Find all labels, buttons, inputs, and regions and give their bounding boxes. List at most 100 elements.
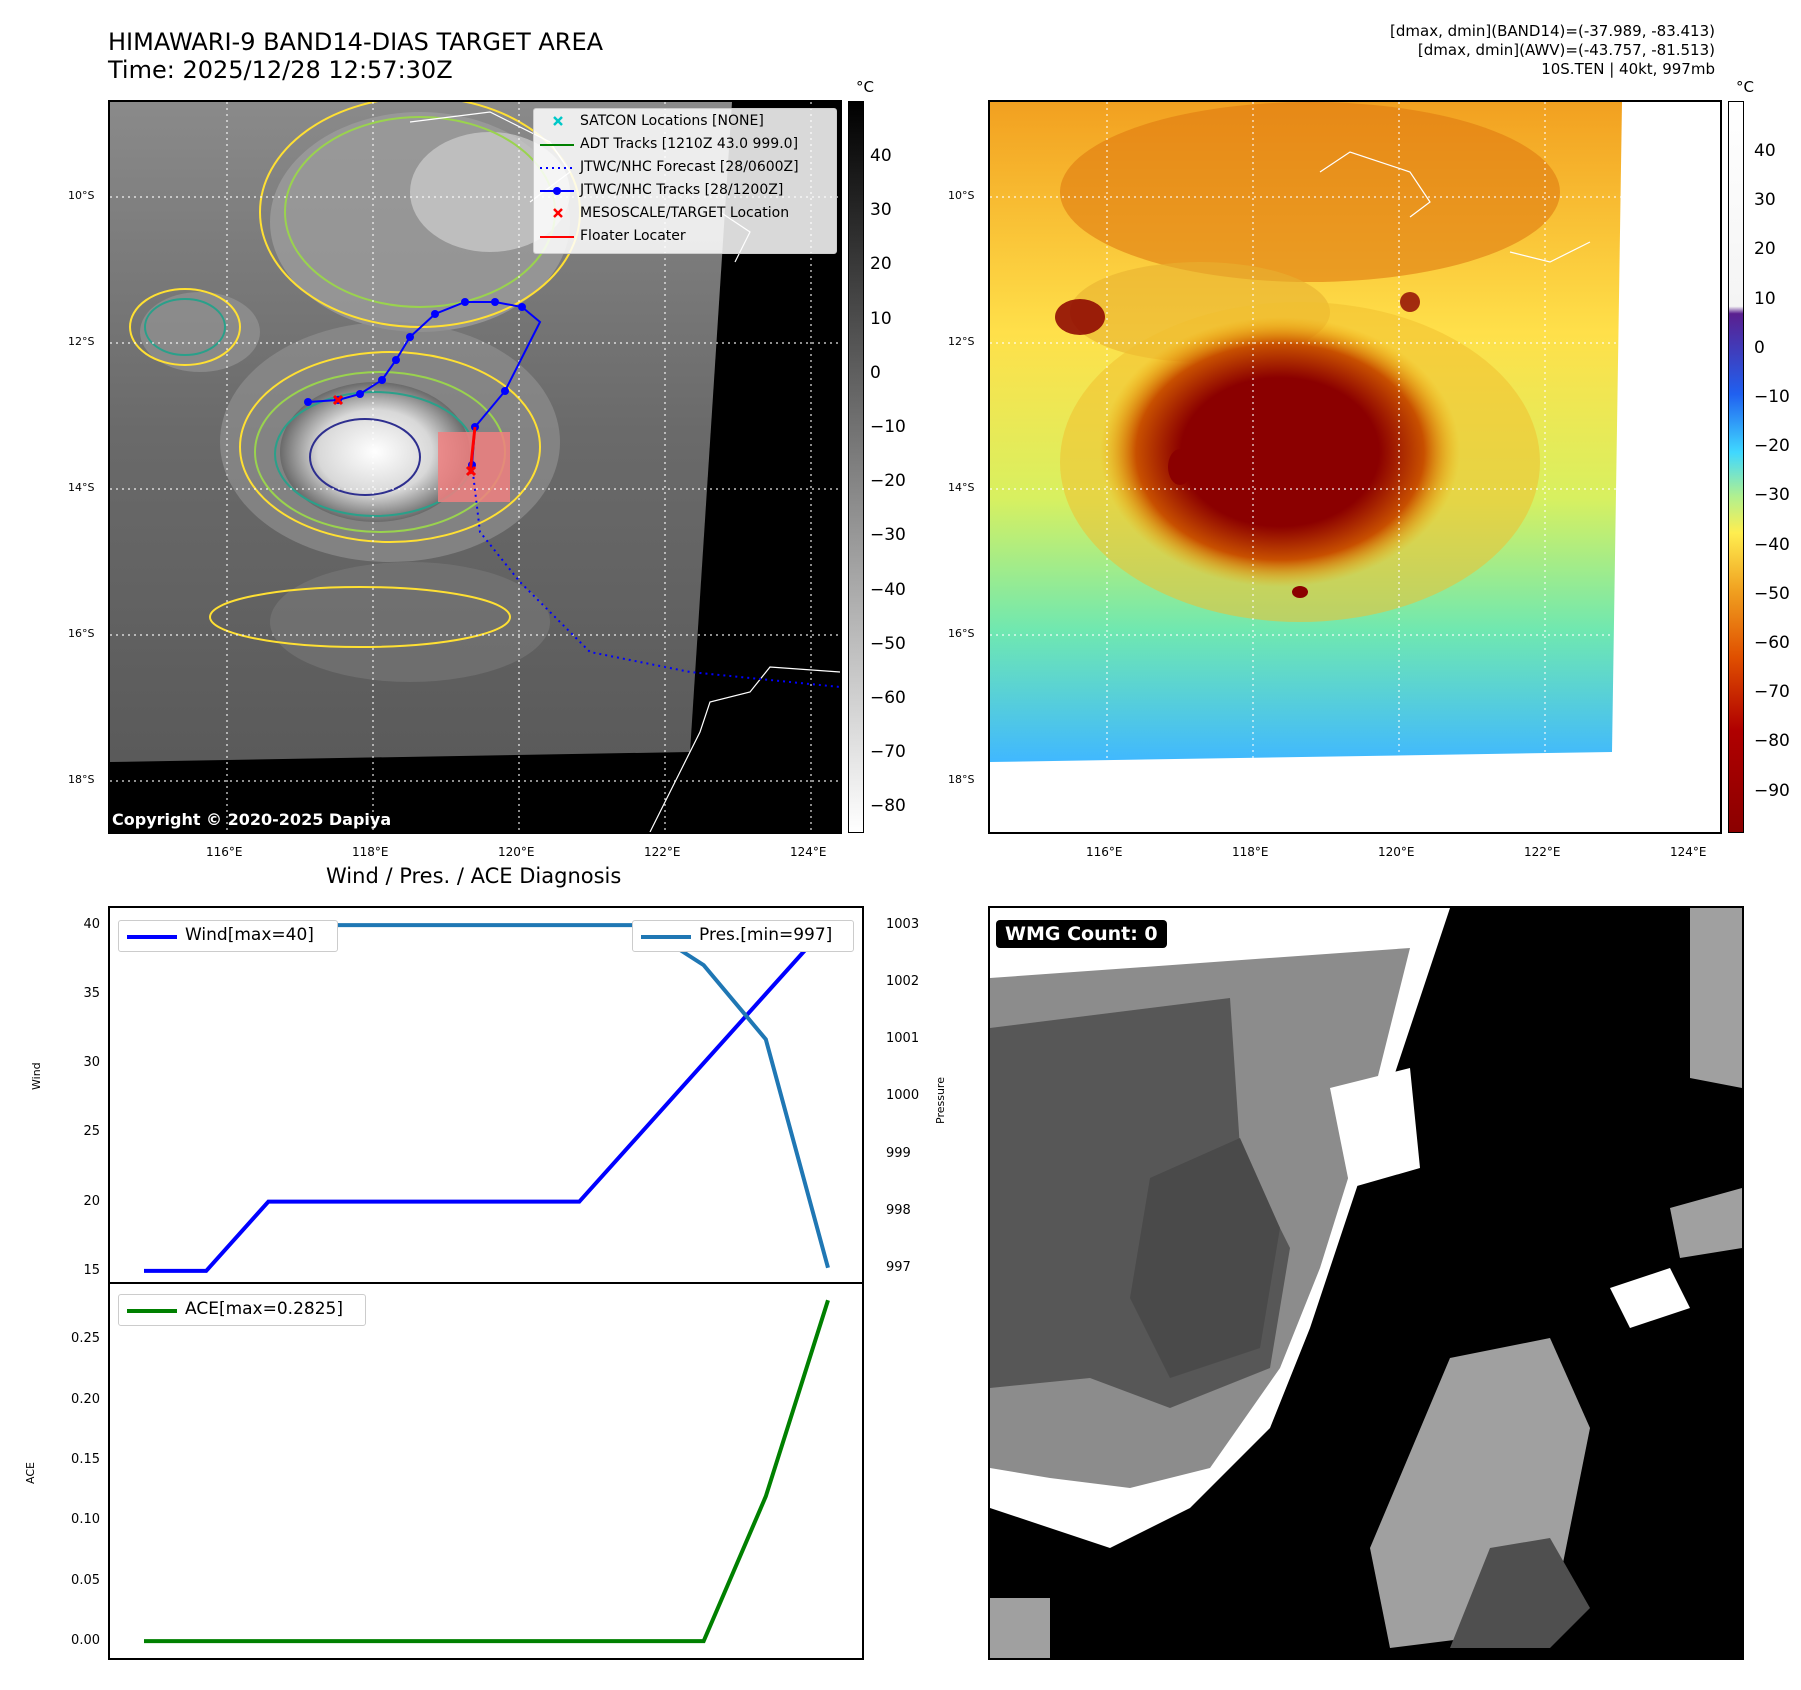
ace-series-line: [144, 1299, 830, 1644]
lat-label: 10°S: [68, 189, 95, 202]
wind-tick: 40: [83, 916, 100, 932]
awv-colorbar-tick: 30: [1754, 190, 1776, 211]
pressure-series-line: [144, 923, 830, 1269]
lat-label: 14°S: [948, 481, 975, 494]
wmg-panel: WMG Count: 0: [988, 906, 1744, 1660]
pressure-tick: 998: [886, 1202, 911, 1218]
ace-panel: ACE[max=0.2825]: [108, 1282, 864, 1660]
legend-label: SATCON Locations [NONE]: [580, 113, 764, 129]
legend-item-adt: ADT Tracks [1210Z 43.0 999.0]: [534, 134, 834, 156]
band14-colorbar-tick: −40: [870, 579, 906, 600]
pressure-tick: 1002: [886, 974, 920, 990]
band14-colorbar-tick: −20: [870, 471, 906, 492]
lat-label: 16°S: [948, 627, 975, 640]
wind-tick: 35: [83, 985, 100, 1001]
band14-colorbar-tick: −70: [870, 742, 906, 763]
wind-tick: 25: [83, 1124, 100, 1140]
band14-colorbar-tick: −80: [870, 796, 906, 817]
legend-item-forecast: JTWC/NHC Forecast [28/0600Z]: [534, 157, 834, 179]
figure-info: [dmax, dmin](BAND14)=(-37.989, -83.413) …: [1390, 22, 1715, 79]
band14-colorbar-tick: 40: [870, 146, 892, 166]
pressure-legend-label: Pres.[min=997]: [699, 925, 833, 945]
ace-tick: 0.20: [71, 1391, 100, 1407]
wind-pressure-chart: [144, 923, 830, 1273]
info-line-1: [dmax, dmin](BAND14)=(-37.989, -83.413): [1390, 22, 1715, 40]
band14-colorbar-tick: 10: [870, 308, 892, 329]
title-line-1: HIMAWARI-9 BAND14-DIAS TARGET AREA: [108, 28, 604, 56]
legend-label: JTWC/NHC Forecast [28/0600Z]: [580, 159, 799, 175]
awv-colorbar-tick: −70: [1754, 682, 1790, 703]
lon-label: 120°E: [1378, 845, 1415, 859]
lon-label: 118°E: [1232, 845, 1269, 859]
awv-colorbar-tick: −20: [1754, 436, 1790, 457]
diagnosis-title: Wind / Pres. / ACE Diagnosis: [326, 864, 622, 888]
wind-tick: 20: [83, 1193, 100, 1209]
awv-map: [990, 102, 1720, 832]
wmg-count-label: WMG Count: 0: [996, 920, 1167, 948]
band14-colorbar-tick: −10: [870, 417, 906, 437]
ace-legend-label: ACE[max=0.2825]: [185, 1299, 343, 1319]
legend-item-satcon: SATCON Locations [NONE]: [534, 111, 834, 133]
ace-tick: 0.10: [71, 1512, 100, 1528]
figure-title: HIMAWARI-9 BAND14-DIAS TARGET AREA Time:…: [108, 28, 603, 84]
wmg-image: [990, 908, 1742, 1658]
legend-label: MESOSCALE/TARGET Location: [580, 205, 790, 221]
ace-axis-label: ACE: [24, 1462, 37, 1484]
awv-colorbar-unit: °C: [1736, 78, 1754, 96]
wind-tick: 15: [83, 1262, 100, 1278]
band14-colorbar-tick: 30: [870, 200, 892, 221]
band14-colorbar-tick: 20: [870, 254, 892, 275]
pressure-tick: 1001: [886, 1031, 920, 1047]
band14-colorbar-unit: °C: [856, 78, 874, 96]
pressure-axis-label: Pressure: [934, 1077, 947, 1124]
lat-label: 18°S: [948, 773, 975, 786]
legend-item-tracks: JTWC/NHC Tracks [28/1200Z]: [534, 180, 834, 202]
band14-colorbar-tick: −50: [870, 633, 906, 654]
lon-label: 124°E: [790, 845, 827, 859]
wind-pressure-panel: Wind[max=40] Pres.[min=997]: [108, 906, 864, 1284]
ace-legend: ACE[max=0.2825]: [118, 1294, 366, 1326]
lon-label: 122°E: [644, 845, 681, 859]
pressure-tick: 997: [886, 1259, 911, 1275]
awv-colorbar-tick: 10: [1754, 288, 1776, 309]
lat-label: 12°S: [68, 335, 95, 348]
band14-colorbar: [848, 101, 864, 833]
awv-colorbar-tick: −50: [1754, 583, 1790, 604]
awv-colorbar-tick: 40: [1754, 141, 1776, 161]
mesoscale-marker: [332, 394, 477, 477]
awv-map-panel: [988, 100, 1722, 834]
ace-tick: 0.15: [71, 1452, 100, 1468]
lon-label: 116°E: [1086, 845, 1123, 859]
lat-label: 18°S: [68, 773, 95, 786]
legend-label: Floater Locater: [580, 228, 686, 244]
lat-label: 16°S: [68, 627, 95, 640]
band14-colorbar-tick: −60: [870, 688, 906, 708]
pressure-tick: 1003: [886, 917, 920, 933]
awv-colorbar-tick: −60: [1754, 633, 1790, 653]
lat-label: 12°S: [948, 335, 975, 348]
awv-colorbar-tick: 20: [1754, 239, 1776, 260]
pressure-tick: 1000: [886, 1088, 920, 1104]
wind-legend-label: Wind[max=40]: [185, 925, 314, 945]
lon-label: 118°E: [352, 845, 389, 859]
wind-tick: 30: [83, 1055, 100, 1071]
awv-colorbar-tick: −90: [1754, 780, 1790, 801]
lon-label: 122°E: [1524, 845, 1561, 859]
awv-colorbar-tick: −10: [1754, 387, 1790, 407]
lon-label: 120°E: [498, 845, 535, 859]
floater-locater-line: [468, 426, 477, 475]
info-line-3: 10S.TEN | 40kt, 997mb: [1541, 60, 1715, 78]
legend-item-mesoscale: MESOSCALE/TARGET Location: [534, 203, 834, 225]
jtwc-forecast-line: [471, 464, 840, 688]
lon-label: 124°E: [1670, 845, 1707, 859]
awv-colorbar-tick: −40: [1754, 534, 1790, 555]
wind-series-line: [144, 923, 830, 1273]
lon-label: 116°E: [206, 845, 243, 859]
lat-label: 14°S: [68, 481, 95, 494]
legend-label: ADT Tracks [1210Z 43.0 999.0]: [580, 136, 799, 152]
ace-chart: [144, 1299, 830, 1644]
ace-tick: 0.05: [71, 1572, 100, 1588]
band14-colorbar-tick: −30: [870, 525, 906, 546]
awv-colorbar-tick: −80: [1754, 731, 1790, 752]
track-legend: SATCON Locations [NONE] ADT Tracks [1210…: [533, 108, 837, 254]
